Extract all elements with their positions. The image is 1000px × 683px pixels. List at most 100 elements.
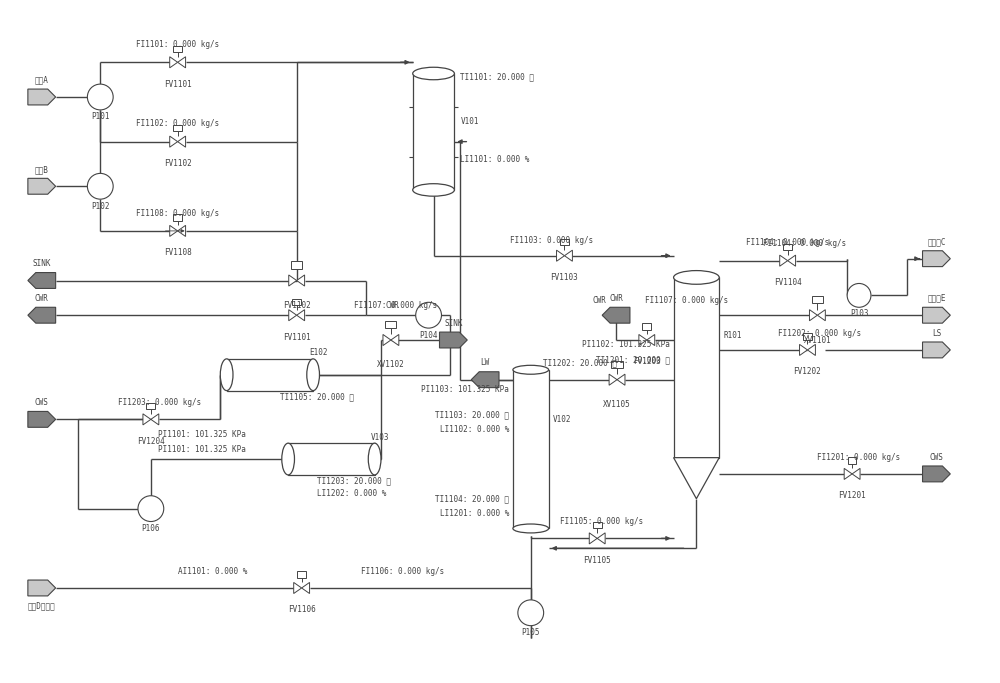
Text: FV1102: FV1102 <box>283 301 311 310</box>
Text: LW: LW <box>480 359 490 367</box>
Text: TI1105: 20.000 ℃: TI1105: 20.000 ℃ <box>280 392 354 401</box>
Text: E102: E102 <box>310 348 328 357</box>
Polygon shape <box>289 309 297 321</box>
Polygon shape <box>923 307 950 323</box>
Text: FI1201: 0.000 kg/s: FI1201: 0.000 kg/s <box>817 453 901 462</box>
Text: FV1203: FV1203 <box>633 357 661 366</box>
Circle shape <box>847 283 871 307</box>
Text: FV1101: FV1101 <box>283 333 311 342</box>
Text: FI1105: 0.000 kg/s: FI1105: 0.000 kg/s <box>560 517 643 526</box>
Text: P104: P104 <box>419 331 438 339</box>
Bar <box>173 46 182 52</box>
Text: FV1104: FV1104 <box>774 278 802 287</box>
Polygon shape <box>178 57 186 68</box>
Polygon shape <box>391 335 399 346</box>
Text: FI1102: 0.000 kg/s: FI1102: 0.000 kg/s <box>136 120 219 128</box>
Polygon shape <box>923 466 950 482</box>
Polygon shape <box>647 335 655 346</box>
Text: LI1101: 0.000 %: LI1101: 0.000 % <box>460 155 530 164</box>
Text: PI1101: 101.325 KPa: PI1101: 101.325 KPa <box>158 430 246 438</box>
Circle shape <box>518 600 544 626</box>
Ellipse shape <box>513 524 549 533</box>
Bar <box>291 262 302 268</box>
Text: 原料B: 原料B <box>35 165 49 174</box>
Text: LI1202: 0.000 %: LI1202: 0.000 % <box>317 489 386 499</box>
Text: TI1104: 20.000 ℃: TI1104: 20.000 ℃ <box>435 494 509 503</box>
Polygon shape <box>143 414 151 425</box>
Polygon shape <box>923 251 950 266</box>
Text: SINK: SINK <box>444 319 463 328</box>
Polygon shape <box>439 332 467 348</box>
Bar <box>783 244 792 251</box>
Text: FV1201: FV1201 <box>838 491 866 500</box>
Text: V101: V101 <box>460 117 479 126</box>
Polygon shape <box>178 136 186 148</box>
Text: FV1108: FV1108 <box>164 248 192 257</box>
Text: TI1203: 20.000 ℃: TI1203: 20.000 ℃ <box>317 476 391 486</box>
Polygon shape <box>807 344 815 355</box>
Bar <box>803 333 812 339</box>
Bar <box>227 359 313 391</box>
Bar <box>173 214 182 221</box>
Text: CWS: CWS <box>929 453 943 462</box>
Polygon shape <box>151 414 159 425</box>
Bar <box>848 457 856 464</box>
Text: P101: P101 <box>91 112 110 122</box>
Bar <box>292 298 301 305</box>
Text: CWR: CWR <box>35 294 49 303</box>
Bar <box>593 522 602 528</box>
Circle shape <box>87 84 113 110</box>
Text: FV1102: FV1102 <box>164 159 192 168</box>
Polygon shape <box>297 309 305 321</box>
Text: R101: R101 <box>723 331 742 339</box>
Bar <box>385 321 396 328</box>
Text: 催化剂C: 催化剂C <box>927 237 946 247</box>
Bar <box>642 323 651 330</box>
Text: P103: P103 <box>850 309 868 318</box>
Text: TI1103: 20.000 ℃: TI1103: 20.000 ℃ <box>435 410 509 419</box>
Text: AI1101: 0.000 %: AI1101: 0.000 % <box>178 567 247 576</box>
Polygon shape <box>28 580 56 596</box>
Text: FI1101: 0.000 kg/s: FI1101: 0.000 kg/s <box>136 40 219 49</box>
Text: FI1103: 0.000 kg/s: FI1103: 0.000 kg/s <box>510 236 593 245</box>
Polygon shape <box>780 255 788 266</box>
Bar <box>288 443 375 475</box>
Text: TI1202: 20.000 ℃: TI1202: 20.000 ℃ <box>543 359 617 367</box>
Bar <box>413 74 454 190</box>
Bar <box>560 239 569 245</box>
Polygon shape <box>28 411 56 428</box>
Polygon shape <box>557 250 564 262</box>
Polygon shape <box>597 533 605 544</box>
Polygon shape <box>294 583 302 594</box>
Text: CWS: CWS <box>35 398 49 407</box>
Polygon shape <box>923 342 950 358</box>
Ellipse shape <box>307 359 319 391</box>
Polygon shape <box>809 309 817 321</box>
Polygon shape <box>178 225 186 236</box>
Text: CWR: CWR <box>609 294 623 303</box>
Text: CWR: CWR <box>386 301 400 310</box>
Polygon shape <box>617 374 625 385</box>
Text: P105: P105 <box>521 628 540 637</box>
Ellipse shape <box>413 184 454 196</box>
Text: PI1102: 101.325 KPa: PI1102: 101.325 KPa <box>582 340 670 350</box>
Polygon shape <box>589 533 597 544</box>
Polygon shape <box>800 344 807 355</box>
Text: CWR: CWR <box>592 296 606 305</box>
Text: FI1203: 0.000 kg/s: FI1203: 0.000 kg/s <box>118 398 201 407</box>
Polygon shape <box>170 136 178 148</box>
Text: XV1101: XV1101 <box>804 335 831 344</box>
Text: FV1202: FV1202 <box>794 367 821 376</box>
Text: LS: LS <box>932 329 941 337</box>
Polygon shape <box>639 335 647 346</box>
Text: FV1105: FV1105 <box>583 556 611 565</box>
Text: FV1101: FV1101 <box>164 80 192 89</box>
Ellipse shape <box>413 67 454 80</box>
Text: TI1201: 20.000 ℃: TI1201: 20.000 ℃ <box>596 355 670 364</box>
Circle shape <box>87 173 113 199</box>
Text: PI1101: 101.325 KPa: PI1101: 101.325 KPa <box>158 445 246 454</box>
Polygon shape <box>28 307 56 323</box>
Polygon shape <box>471 372 499 388</box>
Polygon shape <box>788 255 796 266</box>
Text: TI1101: 20.000 ℃: TI1101: 20.000 ℃ <box>460 72 534 82</box>
